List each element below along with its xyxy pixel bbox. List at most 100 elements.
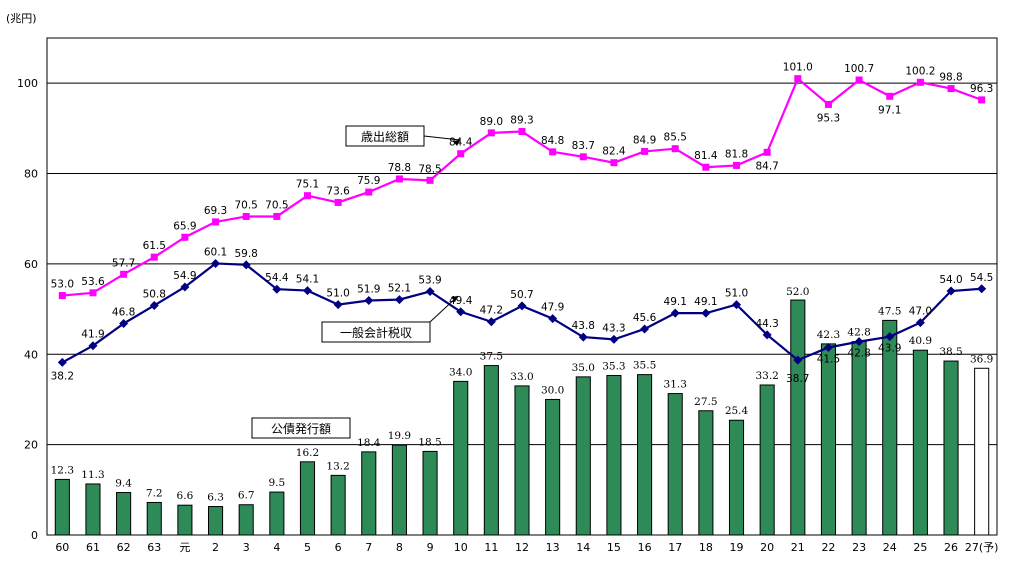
x-tick-label: 61: [86, 541, 100, 554]
data-label: 38.7: [786, 373, 809, 385]
leader-arrow: [453, 140, 460, 146]
data-label: 43.3: [602, 322, 625, 334]
data-label: 25.4: [725, 405, 749, 417]
data-label: 50.7: [510, 289, 533, 301]
data-label: 45.6: [633, 312, 657, 324]
marker-point: [365, 188, 373, 196]
bar: [269, 491, 285, 536]
data-label: 84.8: [541, 135, 564, 147]
data-label: 6.6: [177, 490, 194, 502]
data-label: 18.4: [357, 437, 381, 449]
marker-point: [89, 289, 97, 297]
x-tick-label: 10: [454, 541, 468, 554]
data-label: 42.8: [847, 348, 870, 360]
data-label: 47.5: [878, 305, 901, 317]
data-label: 53.6: [81, 276, 105, 288]
data-label: 41.9: [81, 329, 104, 341]
data-label: 83.7: [572, 140, 595, 152]
data-label: 53.9: [418, 274, 441, 286]
bar: [882, 319, 898, 536]
bar: [974, 367, 990, 536]
data-label: 47.0: [909, 306, 932, 318]
marker-point: [487, 129, 495, 137]
bar: [116, 492, 132, 536]
data-label: 57.7: [112, 257, 135, 269]
data-label: 6.7: [238, 490, 255, 502]
bar: [698, 410, 714, 536]
marker-point: [670, 308, 680, 318]
marker-point: [211, 258, 221, 268]
x-tick-label: 26: [944, 541, 958, 554]
marker-point: [916, 78, 924, 86]
series-line: [62, 76, 983, 297]
leader-line: [423, 135, 461, 141]
x-tick-label: 22: [821, 541, 835, 554]
marker-point: [457, 150, 465, 158]
marker-point: [763, 148, 771, 156]
data-label: 51.0: [725, 288, 748, 300]
bar: [483, 365, 499, 536]
bar: [361, 451, 377, 536]
data-label: 52.0: [786, 286, 809, 298]
bar: [146, 501, 162, 536]
data-label: 6.3: [207, 492, 224, 504]
data-label: 42.8: [847, 327, 870, 339]
bar: [453, 380, 469, 536]
data-label: 16.2: [296, 447, 319, 459]
bar: [177, 504, 193, 536]
data-label: 78.5: [418, 163, 441, 175]
marker-point: [886, 92, 894, 100]
marker-point: [854, 337, 864, 347]
bar: [238, 504, 254, 536]
x-tick-label: 25: [913, 541, 927, 554]
marker-point: [823, 342, 833, 352]
data-label: 50.8: [143, 288, 166, 300]
data-label: 75.1: [296, 179, 319, 191]
marker-point: [578, 332, 588, 342]
data-label: 30.0: [541, 384, 564, 396]
x-tick-label: 60: [55, 541, 69, 554]
x-tick-label: 3: [243, 541, 250, 554]
marker-point: [88, 341, 98, 351]
series-name-label: 公債発行額: [271, 421, 331, 436]
marker-point: [947, 85, 955, 93]
data-label: 11.3: [81, 469, 104, 481]
leader-arrow: [451, 296, 458, 302]
marker-point: [241, 260, 251, 270]
data-label: 84.7: [755, 160, 778, 172]
x-tick-label: 2: [212, 541, 219, 554]
data-label: 75.9: [357, 175, 380, 187]
marker-point: [610, 159, 618, 167]
x-tick-label: 4: [273, 541, 280, 554]
marker-point: [609, 334, 619, 344]
x-tick-label: 11: [484, 541, 498, 554]
marker-point: [548, 314, 558, 324]
marker-point: [671, 145, 679, 153]
data-label: 46.8: [112, 307, 135, 319]
x-tick-label: 5: [304, 541, 311, 554]
x-tick-label: 9: [427, 541, 434, 554]
data-label: 81.4: [694, 150, 718, 162]
bar: [545, 398, 561, 536]
bar: [391, 444, 407, 536]
x-tick-label: 15: [607, 541, 621, 554]
data-label: 78.8: [388, 162, 411, 174]
data-label: 13.2: [326, 460, 349, 472]
x-tick-label: 14: [576, 541, 590, 554]
data-label: 59.8: [234, 248, 257, 260]
marker-point: [640, 324, 650, 334]
marker-point: [394, 295, 404, 305]
marker-point: [425, 286, 435, 296]
data-label: 47.9: [541, 302, 564, 314]
data-label: 73.6: [326, 185, 350, 197]
data-label: 84.9: [633, 134, 656, 146]
marker-point: [977, 284, 987, 294]
legend-box: [251, 417, 351, 439]
marker-point: [395, 175, 403, 183]
x-tick-label: 27(予): [965, 541, 999, 554]
marker-point: [456, 307, 466, 317]
marker-point: [517, 301, 527, 311]
data-label: 31.3: [664, 379, 687, 391]
y-unit-label: (兆円): [6, 12, 37, 25]
